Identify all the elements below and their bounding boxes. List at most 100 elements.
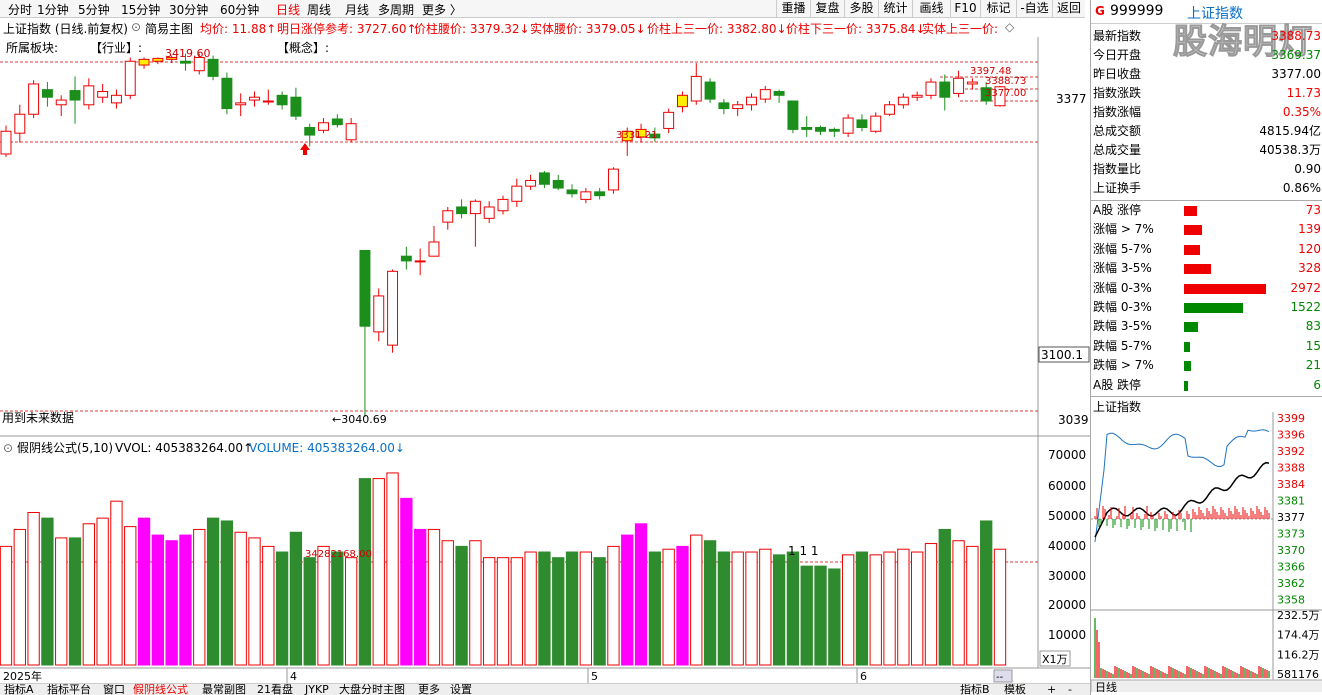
stock-code: 999999 xyxy=(1110,3,1164,19)
multi-stock-button[interactable]: 多股 xyxy=(844,0,878,17)
watchlist-button[interactable]: -自选 xyxy=(1016,0,1052,17)
tab-fake-yin[interactable]: 假阴线公式 xyxy=(133,683,188,695)
review-button[interactable]: 复盘 xyxy=(810,0,844,17)
quote-label: 总成交额 xyxy=(1093,124,1142,138)
period-tab-monthly[interactable]: 月线 xyxy=(345,3,370,17)
intraday-mini-chart[interactable]: 3399 3396 3392 3388 3384 3381 3377 3373 3370 3366… xyxy=(1091,412,1322,692)
breadth-bar xyxy=(1184,322,1198,333)
candle-body xyxy=(41,89,53,98)
period-tab-15min[interactable]: 15分钟 xyxy=(121,3,161,17)
f10-button[interactable]: F10 xyxy=(950,0,980,17)
candle-body xyxy=(856,119,868,128)
volume-bar xyxy=(344,557,358,666)
mini-vol-label: 116.2万 xyxy=(1277,648,1320,661)
period-tab-more[interactable]: 更多 〉 xyxy=(422,3,462,17)
tab-21[interactable]: 21看盘 xyxy=(257,683,293,695)
candle-body xyxy=(331,118,343,126)
template-selector[interactable]: 简易主图 xyxy=(145,22,194,36)
candle-body xyxy=(594,191,606,197)
tab-indicator-platform[interactable]: 指标平台 xyxy=(47,683,91,695)
breadth-label: A股 跌停 xyxy=(1093,377,1142,392)
breadth-label: 涨幅 0-3% xyxy=(1093,280,1152,295)
breadth-value: 73 xyxy=(1305,203,1321,217)
back-button[interactable]: 返回 xyxy=(1052,0,1085,17)
concept-label[interactable]: 【概念】: xyxy=(277,40,329,55)
period-tab-daily[interactable]: 日线 xyxy=(276,3,301,17)
volume-bar xyxy=(993,548,1007,666)
tab-window[interactable]: 窗口 xyxy=(103,683,125,695)
volume-bar xyxy=(441,540,454,666)
period-tab-timeshare[interactable]: 分时 xyxy=(8,3,33,17)
quote-label: 指数涨跌 xyxy=(1093,86,1142,100)
period-tab-multi[interactable]: 多周期 xyxy=(378,3,415,17)
breadth-value: 15 xyxy=(1305,338,1321,353)
date-axis-button[interactable] xyxy=(993,669,1013,683)
volume-bar xyxy=(372,478,385,666)
draw-line-button[interactable]: 画线 xyxy=(912,0,950,17)
tab-common[interactable]: 最常副图 xyxy=(202,683,246,695)
period-tab-5min[interactable]: 5分钟 xyxy=(78,3,110,17)
expand-icon[interactable]: ◇ xyxy=(1005,20,1015,34)
stock-name[interactable]: 上证指数 xyxy=(1187,6,1243,22)
tab-market-timeshare[interactable]: 大盘分时主图 xyxy=(339,683,405,695)
candle-body xyxy=(635,128,647,138)
volume-bar xyxy=(510,557,523,666)
mini-chart-tab[interactable]: 日线 xyxy=(1095,680,1117,692)
quote-label: 最新指数 xyxy=(1093,29,1142,43)
tab-indicator-b[interactable]: 指标B xyxy=(960,683,990,695)
mini-price-label: 3358 xyxy=(1277,594,1305,607)
candle-body xyxy=(690,75,702,102)
candle-body xyxy=(373,295,385,333)
period-tab-1min[interactable]: 1分钟 xyxy=(37,3,69,17)
price-axis-label-3377: 3377 xyxy=(1056,92,1087,106)
vol-axis-label: 50000 xyxy=(1048,509,1086,523)
period-tab-30min[interactable]: 30分钟 xyxy=(169,3,209,17)
candle-body xyxy=(538,172,550,185)
candle-body xyxy=(83,85,95,106)
candle-body xyxy=(525,179,537,187)
stats-button[interactable]: 统计 xyxy=(878,0,912,17)
quote-row: 昨日收盘 3377.00 xyxy=(1091,65,1322,84)
volume-bar xyxy=(841,554,855,666)
volume-bar xyxy=(110,500,123,666)
replay-button[interactable]: 重播 xyxy=(776,0,810,17)
candle-body xyxy=(262,100,274,103)
tab-plus[interactable]: + xyxy=(1047,683,1057,695)
volume-bar xyxy=(0,545,13,666)
candle-body xyxy=(14,113,26,134)
date-axis-label: 2025年 xyxy=(3,669,42,683)
kline-chart[interactable]: 所属板块: 【行业】: 【概念】: 3419.60 3397.48 3388.7… xyxy=(0,37,1090,683)
industry-label[interactable]: 【行业】: xyxy=(90,41,142,55)
period-tab-weekly[interactable]: 周线 xyxy=(307,3,332,17)
gear-icon[interactable]: ⊙ xyxy=(131,20,142,34)
mini-avg-line xyxy=(1094,461,1270,538)
breadth-row: 跌幅 0-3% 1522 xyxy=(1091,298,1322,317)
mark-button[interactable]: 标记 xyxy=(980,0,1016,17)
tab-minus[interactable]: - xyxy=(1068,683,1072,695)
tab-settings[interactable]: 设置 xyxy=(450,683,472,695)
volume-bar xyxy=(980,520,993,666)
buy-arrow-icon xyxy=(300,143,310,155)
candle-body xyxy=(621,130,633,142)
gear-icon[interactable]: ⊙ xyxy=(3,441,13,455)
period-tab-60min[interactable]: 60分钟 xyxy=(220,3,260,17)
tab-more[interactable]: 更多 xyxy=(418,683,440,695)
volume-bar xyxy=(621,534,634,666)
volume-formula-name[interactable]: 假阴线公式(5,10) xyxy=(17,441,113,455)
volume-bar xyxy=(800,565,813,666)
candle-body xyxy=(607,168,619,191)
quote-row: 指数量比 0.90 xyxy=(1091,160,1322,179)
tab-template[interactable]: 模板 xyxy=(1004,683,1026,695)
candle-body xyxy=(870,115,882,132)
volume-bar xyxy=(400,497,413,666)
tab-indicator-a[interactable]: 指标A xyxy=(4,683,34,695)
mid-price-readout: 价柱腰价: 3379.32↓ xyxy=(414,22,530,36)
volume-bar xyxy=(772,554,786,666)
volume-bar xyxy=(165,540,178,666)
volume-bar xyxy=(303,557,316,666)
volume-ref-label: 34282168.00 xyxy=(305,549,372,560)
vol-axis-label: 60000 xyxy=(1048,479,1086,493)
mini-vol-label: 232.5万 xyxy=(1277,609,1320,622)
tab-jykp[interactable]: JYKP xyxy=(305,683,329,695)
quote-label: 指数涨幅 xyxy=(1093,105,1142,119)
